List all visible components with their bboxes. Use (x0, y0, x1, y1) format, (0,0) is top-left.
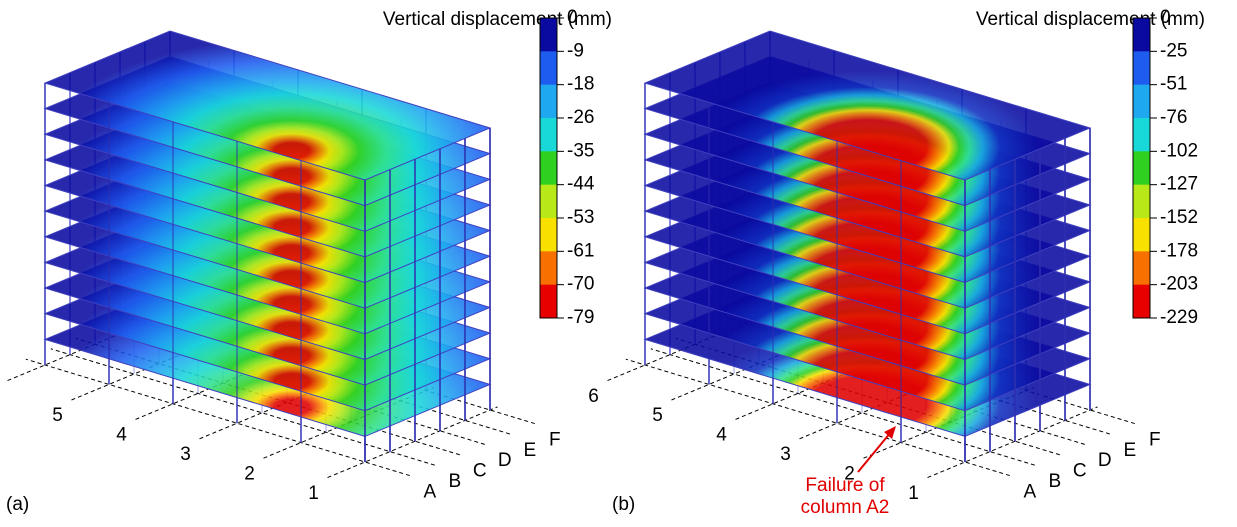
colorbar-frame (1132, 17, 1151, 319)
row-label: 5 (52, 405, 63, 426)
ground-grid-line (750, 306, 1135, 425)
colorbar-band (1133, 84, 1150, 119)
ground-grid-line (150, 306, 535, 425)
column-label: B (1048, 471, 1061, 492)
colorbar-band (1133, 51, 1150, 86)
colorbar-band (1133, 284, 1150, 319)
colorbar-tick-label: -127 (1160, 174, 1198, 195)
colorbar-band (540, 284, 557, 319)
ground-grid-line (25, 358, 410, 477)
colorbar-band (540, 18, 557, 52)
colorbar-tick-label: -70 (567, 274, 594, 295)
colorbar-tick-label: -25 (1160, 40, 1187, 61)
column-label: D (498, 450, 512, 471)
colorbar-tick-label: 0 (1160, 7, 1171, 28)
annotation-arrow (857, 431, 892, 473)
colorbar-band (1133, 251, 1150, 286)
colorbar-band (540, 118, 557, 152)
row-label: 3 (780, 444, 791, 465)
column-label: F (1149, 429, 1161, 450)
ground-grid-line (327, 406, 498, 479)
colorbar-tick-label: 0 (567, 7, 578, 28)
arrow-head (884, 426, 896, 439)
ground-grid-line (125, 317, 510, 435)
ground-grid-line (927, 406, 1098, 479)
ground-grid-line (700, 327, 1085, 445)
row-label: 1 (908, 483, 919, 504)
colorbar-tick-label: -9 (567, 40, 584, 61)
colorbar-band (540, 84, 557, 119)
colorbar-title: Vertical displacement (mm) (976, 9, 1205, 30)
panel-label: (b) (612, 494, 635, 515)
floor-slab (43, 30, 492, 181)
column-label: C (473, 461, 487, 482)
column-label: A (423, 481, 436, 502)
ground-grid-line (75, 337, 460, 456)
colorbar-band (1133, 218, 1150, 252)
annotation: column A2 (801, 497, 890, 518)
colorbar-band (540, 184, 557, 219)
row-label: 2 (244, 463, 255, 484)
ground-grid-line (625, 358, 1010, 477)
colorbar-band (1133, 184, 1150, 219)
ground-grid-line (650, 348, 1035, 466)
colorbar-tick-label: -35 (567, 140, 594, 161)
colorbar-band (540, 151, 557, 186)
colorbar-band (1133, 18, 1150, 52)
floor-slab (643, 30, 1092, 181)
colorbar-tick-label: -53 (567, 207, 594, 228)
ground-grid-line (725, 317, 1110, 435)
colorbar-band (1133, 118, 1150, 152)
ground-grid-line (50, 348, 435, 466)
colorbar-tick-label: -178 (1160, 240, 1198, 261)
colorbar-tick-label: -203 (1160, 274, 1198, 295)
row-label: 5 (652, 405, 663, 426)
colorbar-band (540, 218, 557, 252)
colorbar-tick-label: -18 (567, 74, 594, 95)
colorbar-frame (539, 17, 558, 319)
colorbar-tick-label: -51 (1160, 74, 1187, 95)
column-label: B (448, 471, 461, 492)
column-label: C (1073, 461, 1087, 482)
column-label: D (1098, 450, 1112, 471)
column-label: F (549, 429, 561, 450)
row-label: 3 (180, 444, 191, 465)
colorbar-tick-label: -229 (1160, 307, 1198, 328)
colorbar-tick-label: -102 (1160, 140, 1198, 161)
colorbar-tick-label: -76 (1160, 107, 1187, 128)
colorbar-band (540, 251, 557, 286)
row-label: 2 (844, 463, 855, 484)
colorbar-band (540, 51, 557, 86)
row-label: 1 (308, 483, 319, 504)
colorbar-band (1133, 151, 1150, 186)
colorbar-title: Vertical displacement (mm) (383, 9, 612, 30)
panel-label: (a) (6, 494, 29, 515)
ground-grid-line (100, 327, 485, 445)
ground-grid-line (675, 337, 1060, 456)
column-label: E (523, 440, 536, 461)
row-label: 4 (116, 425, 127, 446)
colorbar-tick-label: -79 (567, 307, 594, 328)
colorbar-tick-label: -61 (567, 240, 594, 261)
column-label: E (1123, 440, 1136, 461)
row-label: 6 (588, 386, 599, 407)
row-label: 4 (716, 425, 727, 446)
colorbar-tick-label: -152 (1160, 207, 1198, 228)
colorbar-tick-label: -26 (567, 107, 594, 128)
annotation: Failure of (805, 475, 885, 496)
column-label: A (1023, 481, 1036, 502)
colorbar-tick-label: -44 (567, 174, 595, 195)
